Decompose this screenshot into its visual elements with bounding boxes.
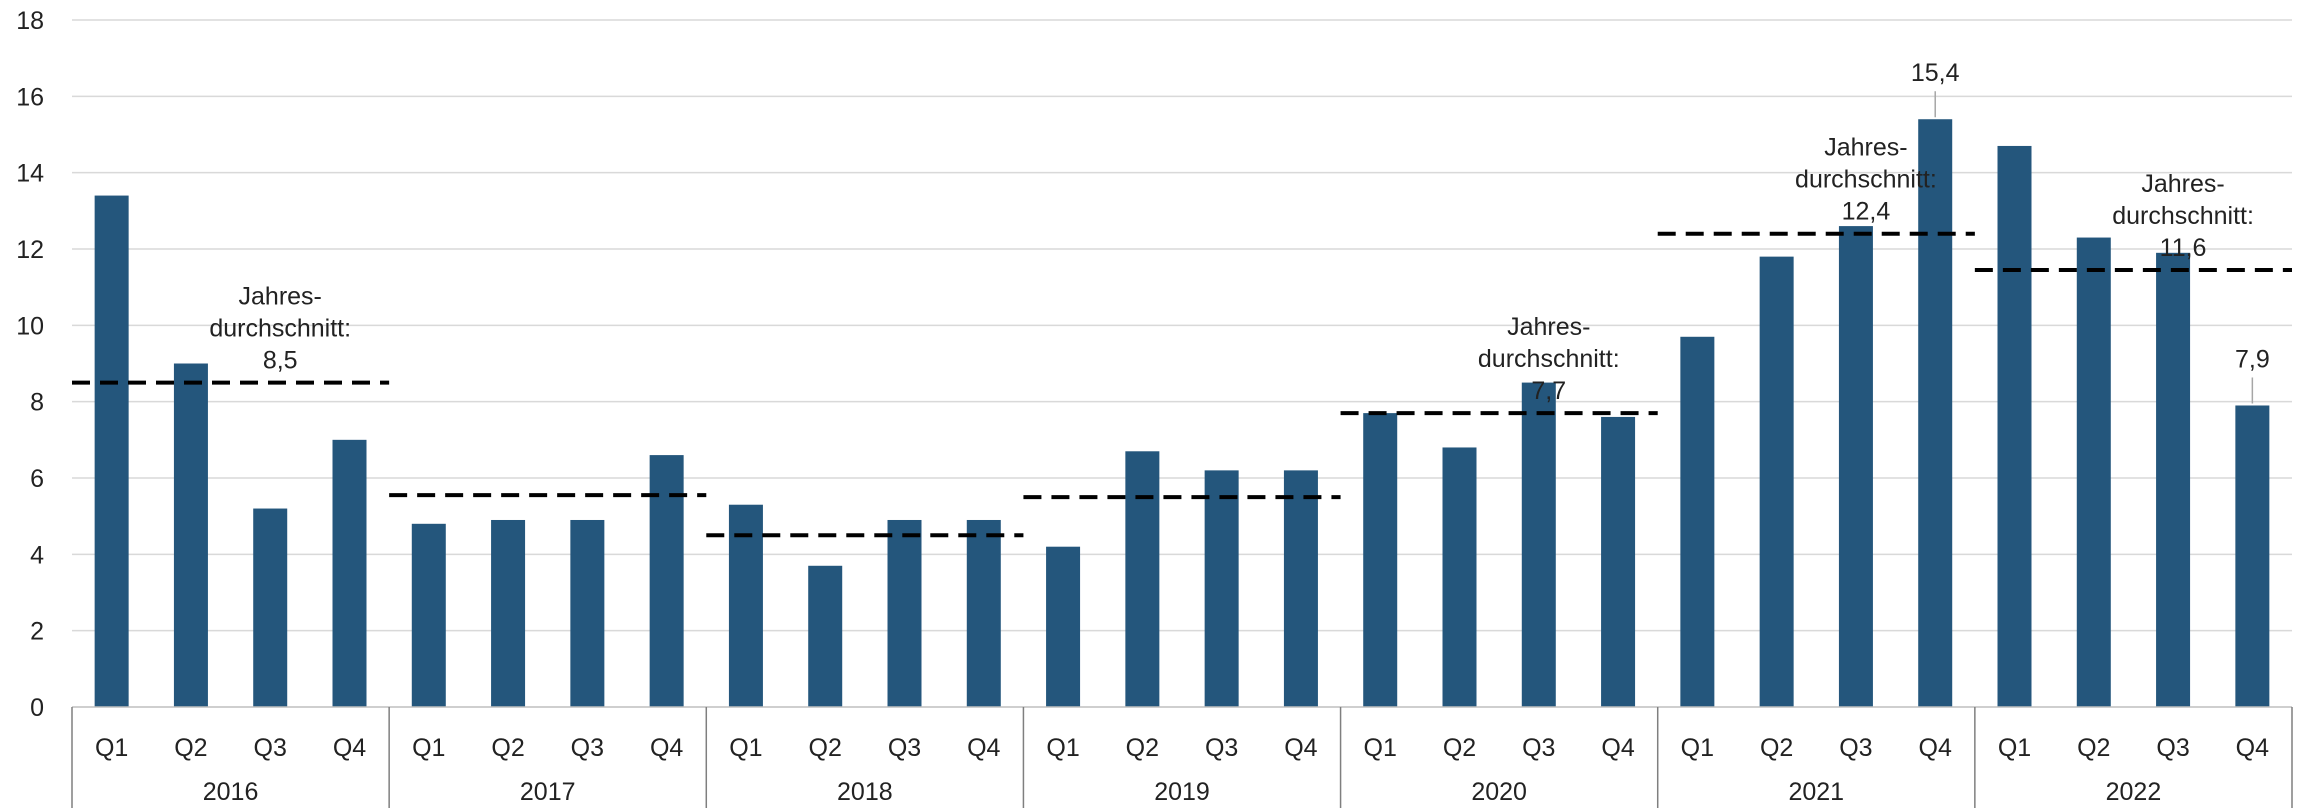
bar (1918, 119, 1953, 707)
y-tick-label: 4 (30, 541, 44, 569)
bar (1997, 145, 2032, 707)
bar (808, 565, 843, 707)
bar (1521, 382, 1556, 707)
bar (94, 195, 129, 708)
bar (173, 363, 208, 707)
quarter-label: Q4 (333, 734, 366, 762)
average-annotation: durchschnitt: (1795, 166, 1937, 194)
quarter-label: Q3 (1522, 734, 1555, 762)
y-tick-label: 2 (30, 618, 44, 646)
quarter-label: Q2 (174, 734, 207, 762)
quarter-label: Q1 (1681, 734, 1714, 762)
x-axis: Q1 Q2 Q3 Q4 Q1 Q2 Q3 Q4 Q1 Q2 Q3 Q4 Q1 Q2 Q3 Q4 Q1 Q2 Q3 Q4… (71, 706, 2293, 808)
quarter-label: Q1 (1046, 734, 1079, 762)
data-label: 7,9 (2235, 345, 2270, 373)
bar (1046, 546, 1081, 707)
quarter-label: Q2 (1443, 734, 1476, 762)
bar (966, 519, 1001, 707)
average-annotation: durchschnitt: (2112, 202, 2254, 230)
quarter-label: Q3 (1205, 734, 1238, 762)
quarter-label: Q2 (1126, 734, 1159, 762)
quarter-label: Q3 (254, 734, 287, 762)
bar (1363, 413, 1398, 707)
y-tick-label: 8 (30, 389, 44, 417)
average-annotation: 12,4 (1842, 198, 1891, 226)
average-annotation: 11,6 (2160, 234, 2207, 262)
average-annotation: 8,5 (263, 347, 298, 375)
quarter-label: Q4 (1919, 734, 1952, 762)
year-label: 2016 (203, 778, 259, 806)
quarter-label: Q2 (2077, 734, 2110, 762)
average-lines (72, 231, 2292, 538)
bar (1680, 336, 1715, 707)
year-label: 2019 (1154, 778, 1210, 806)
average-annotation: Jahres- (2141, 170, 2224, 198)
quarter-label: Q1 (412, 734, 445, 762)
y-tick-label: 14 (16, 160, 44, 188)
quarter-label: Q2 (491, 734, 524, 762)
y-tick-label: 10 (16, 312, 44, 340)
bar (649, 455, 684, 707)
y-tick-label: 12 (16, 236, 44, 264)
year-label: 2020 (1471, 778, 1527, 806)
bar (1601, 416, 1636, 707)
bars (94, 119, 2270, 708)
average-annotation: durchschnitt: (1478, 345, 1620, 373)
quarter-label: Q1 (95, 734, 128, 762)
quarter-label: Q3 (888, 734, 921, 762)
quarter-label: Q4 (1284, 734, 1317, 762)
quarter-label: Q2 (809, 734, 842, 762)
average-annotation: Jahres- (1507, 313, 1590, 341)
quarter-label: Q1 (729, 734, 762, 762)
bar (253, 508, 288, 707)
bar (728, 504, 763, 707)
data-label: 15,4 (1911, 59, 1960, 87)
year-label: 2021 (1788, 778, 1844, 806)
bar (411, 523, 446, 707)
bar (1125, 451, 1160, 707)
quarter-label: Q4 (1601, 734, 1634, 762)
bar (887, 519, 922, 707)
average-annotation: 7,7 (1531, 377, 1566, 405)
quarter-label: Q1 (1364, 734, 1397, 762)
y-tick-label: 18 (16, 7, 44, 35)
bar (1838, 226, 1873, 707)
bar (2235, 405, 2270, 707)
quarter-label: Q4 (650, 734, 683, 762)
year-label: 2022 (2106, 778, 2162, 806)
average-annotation: durchschnitt: (209, 315, 351, 343)
bar (1759, 256, 1794, 707)
year-label: 2017 (520, 778, 576, 806)
quarter-label: Q4 (967, 734, 1000, 762)
y-tick-label: 6 (30, 465, 44, 493)
bar (1442, 447, 1477, 707)
bar (570, 519, 605, 707)
year-label: 2018 (837, 778, 893, 806)
y-axis-tick-labels: 0 2 4 6 8 10 12 14 16 18 (16, 7, 44, 722)
quarter-label: Q4 (2236, 734, 2269, 762)
annotations: Jahres-durchschnitt: 8,5 Jahres-durchschni… (209, 59, 2269, 405)
y-tick-label: 0 (30, 694, 44, 722)
quarter-label: Q3 (2156, 734, 2189, 762)
quarter-label: Q3 (571, 734, 604, 762)
average-annotation: Jahres- (1824, 134, 1907, 162)
bar (1283, 470, 1318, 707)
y-tick-label: 16 (16, 83, 44, 111)
quarter-label: Q2 (1760, 734, 1793, 762)
quarter-label: Q1 (1998, 734, 2031, 762)
bar (2076, 237, 2111, 708)
bar (332, 439, 367, 707)
average-annotation: Jahres- (239, 283, 322, 311)
bar (2156, 252, 2191, 708)
gridlines (72, 19, 2292, 632)
quarter-label: Q3 (1839, 734, 1872, 762)
bar (491, 519, 526, 707)
bar (1204, 470, 1239, 707)
